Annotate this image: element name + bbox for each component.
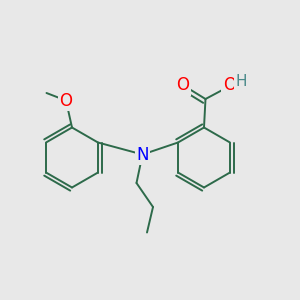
Text: N: N bbox=[136, 146, 149, 164]
Text: O: O bbox=[59, 92, 73, 110]
Text: O: O bbox=[176, 76, 190, 94]
Text: O: O bbox=[223, 76, 236, 94]
Text: H: H bbox=[236, 74, 247, 88]
